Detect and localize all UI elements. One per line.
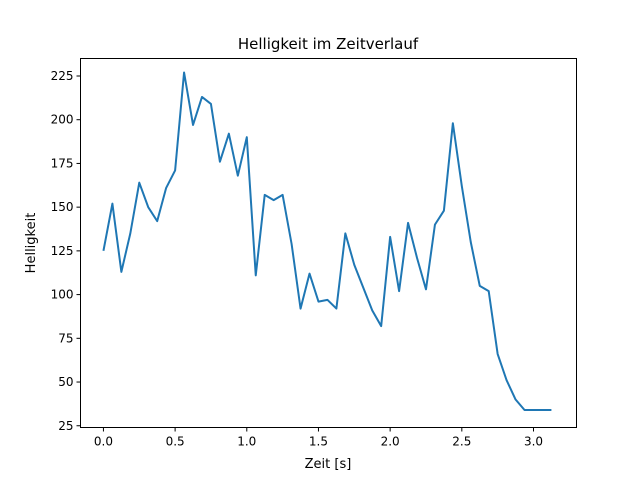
x-tick-label: 3.0	[524, 435, 543, 449]
x-tick-label: 0.5	[166, 435, 185, 449]
plot-area	[102, 71, 552, 412]
y-axis-label: Helligkeit	[24, 213, 39, 274]
x-tick-label: 1.0	[237, 435, 256, 449]
y-tick-label: 50	[58, 375, 73, 389]
series-line-0	[102, 71, 552, 412]
y-tick-label: 100	[51, 288, 74, 302]
y-tick-label: 125	[51, 244, 74, 258]
y-tick-label: 75	[58, 331, 73, 345]
y-tick-label: 200	[51, 113, 74, 127]
y-tick-label: 225	[51, 69, 74, 83]
chart-title: Helligkeit im Zeitverlauf	[238, 35, 419, 53]
y-tick-label: 150	[51, 200, 74, 214]
x-tick-label: 2.5	[452, 435, 471, 449]
x-tick-label: 2.0	[381, 435, 400, 449]
x-axis-label: Zeit [s]	[305, 457, 352, 472]
y-tick-label: 25	[58, 419, 73, 433]
axes-frame	[80, 58, 577, 428]
x-tick-label: 0.0	[94, 435, 113, 449]
x-tick-label: 1.5	[309, 435, 328, 449]
y-tick-label: 175	[51, 156, 74, 170]
x-axis: 0.0 0.5 1.0 1.5 2.0 2.5 3.0	[94, 427, 543, 449]
y-axis: 25 50 75 100 125 150 175 200 225	[51, 69, 81, 433]
